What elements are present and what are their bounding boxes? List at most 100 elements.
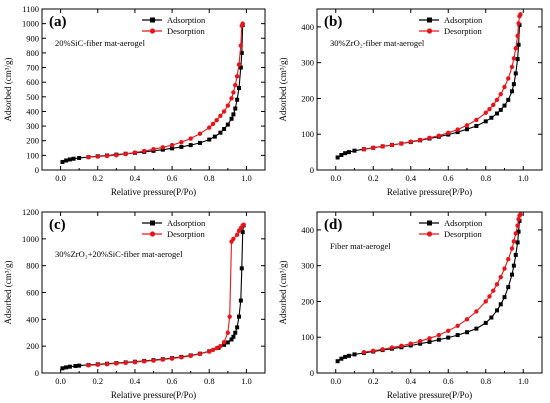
data-point bbox=[495, 111, 499, 116]
data-point bbox=[427, 339, 432, 344]
x-axis-label: Relative pressure(P/Po) bbox=[387, 187, 472, 197]
y-tick-label: 900 bbox=[26, 33, 39, 43]
data-point bbox=[233, 330, 238, 335]
y-tick-label: 1000 bbox=[22, 234, 39, 244]
data-point bbox=[207, 137, 212, 142]
data-point bbox=[227, 314, 232, 319]
data-point bbox=[188, 136, 193, 141]
data-point bbox=[487, 294, 492, 299]
data-point bbox=[222, 127, 227, 132]
data-point bbox=[67, 364, 72, 369]
y-tick-label: 200 bbox=[26, 136, 39, 146]
data-point bbox=[513, 231, 518, 236]
data-point bbox=[418, 341, 423, 346]
data-point bbox=[236, 314, 241, 319]
data-point bbox=[169, 142, 175, 148]
y-tick-label: 600 bbox=[26, 77, 39, 87]
data-point bbox=[515, 223, 520, 228]
data-point bbox=[60, 159, 65, 164]
data-point bbox=[513, 46, 518, 51]
legend-label: Adsorption bbox=[444, 218, 483, 228]
data-point bbox=[114, 361, 119, 366]
data-point bbox=[229, 116, 234, 121]
data-point bbox=[371, 348, 376, 354]
data-point bbox=[513, 252, 518, 257]
data-point bbox=[517, 13, 522, 19]
data-point bbox=[104, 153, 110, 159]
y-tick-label: 800 bbox=[26, 261, 39, 271]
data-point bbox=[465, 330, 469, 335]
data-point bbox=[207, 349, 212, 354]
legend-marker bbox=[427, 17, 432, 23]
data-point bbox=[446, 328, 451, 333]
data-point bbox=[417, 137, 423, 143]
data-point bbox=[236, 62, 242, 67]
data-point bbox=[123, 151, 128, 157]
data-point bbox=[218, 113, 223, 119]
y-tick-label: 100 bbox=[301, 332, 314, 342]
x-tick-label: 0.4 bbox=[405, 376, 416, 386]
x-tick-label: 0.6 bbox=[443, 376, 454, 386]
data-point bbox=[197, 351, 203, 357]
legend-label: Adsorption bbox=[167, 218, 206, 228]
panel-b: 0.0 0.2 0.4 0.6 0.8 1.0 0 100 200 300 400 Relative … bbox=[278, 8, 543, 197]
y-tick-label: 600 bbox=[26, 288, 39, 298]
sample-annotation: 20%SiC-fiber mat-aerogel bbox=[55, 38, 146, 48]
data-point bbox=[380, 144, 385, 149]
data-point bbox=[64, 365, 69, 370]
data-point bbox=[231, 334, 236, 339]
data-point bbox=[502, 84, 507, 90]
x-tick-label: 0.4 bbox=[130, 376, 141, 386]
legend-marker bbox=[149, 28, 156, 34]
data-point bbox=[236, 228, 242, 233]
data-point bbox=[132, 150, 138, 155]
data-point bbox=[225, 103, 231, 108]
data-point bbox=[516, 229, 521, 234]
data-point bbox=[455, 333, 460, 338]
data-point bbox=[60, 366, 65, 371]
data-point bbox=[179, 144, 184, 149]
data-point bbox=[399, 141, 404, 146]
y-tick-label: 300 bbox=[301, 58, 314, 68]
data-point bbox=[502, 103, 507, 108]
y-tick-label: 0 bbox=[35, 368, 39, 378]
data-point bbox=[132, 359, 138, 365]
y-tick-label: 0 bbox=[35, 165, 39, 175]
x-tick-label: 0.2 bbox=[92, 376, 103, 386]
data-point bbox=[335, 359, 340, 364]
data-point bbox=[225, 330, 231, 335]
data-point bbox=[446, 335, 451, 340]
data-point bbox=[506, 257, 511, 262]
data-point bbox=[142, 148, 147, 154]
data-point bbox=[516, 216, 521, 222]
sample-annotation: 30%ZrO₂+20%SiC-fiber mat-aerogel bbox=[55, 249, 183, 259]
data-point bbox=[169, 356, 175, 361]
data-point bbox=[427, 135, 432, 140]
panel-label: (c) bbox=[49, 217, 66, 233]
data-point bbox=[207, 125, 212, 130]
x-tick-label: 0.4 bbox=[130, 173, 141, 183]
x-tick-label: 0.2 bbox=[368, 173, 379, 183]
x-tick-label: 1.0 bbox=[518, 173, 529, 183]
series-line bbox=[363, 14, 521, 150]
data-point bbox=[210, 121, 216, 127]
data-point bbox=[233, 82, 238, 88]
data-point bbox=[238, 298, 243, 303]
data-point bbox=[95, 154, 100, 159]
series-desorption bbox=[86, 222, 246, 368]
data-point bbox=[515, 240, 520, 245]
panel-c: 0.0 0.2 0.4 0.6 0.8 1.0 0 200 400 600 800 1000 1200 R… bbox=[3, 207, 266, 400]
y-tick-label: 700 bbox=[26, 63, 39, 73]
data-point bbox=[491, 102, 496, 108]
data-point bbox=[511, 56, 517, 61]
data-point bbox=[346, 150, 351, 155]
y-tick-label: 200 bbox=[26, 341, 39, 351]
data-point bbox=[498, 91, 503, 97]
legend-marker bbox=[150, 220, 155, 226]
data-point bbox=[511, 263, 516, 268]
data-point bbox=[494, 282, 500, 287]
data-point bbox=[160, 147, 165, 152]
data-point bbox=[436, 133, 442, 138]
